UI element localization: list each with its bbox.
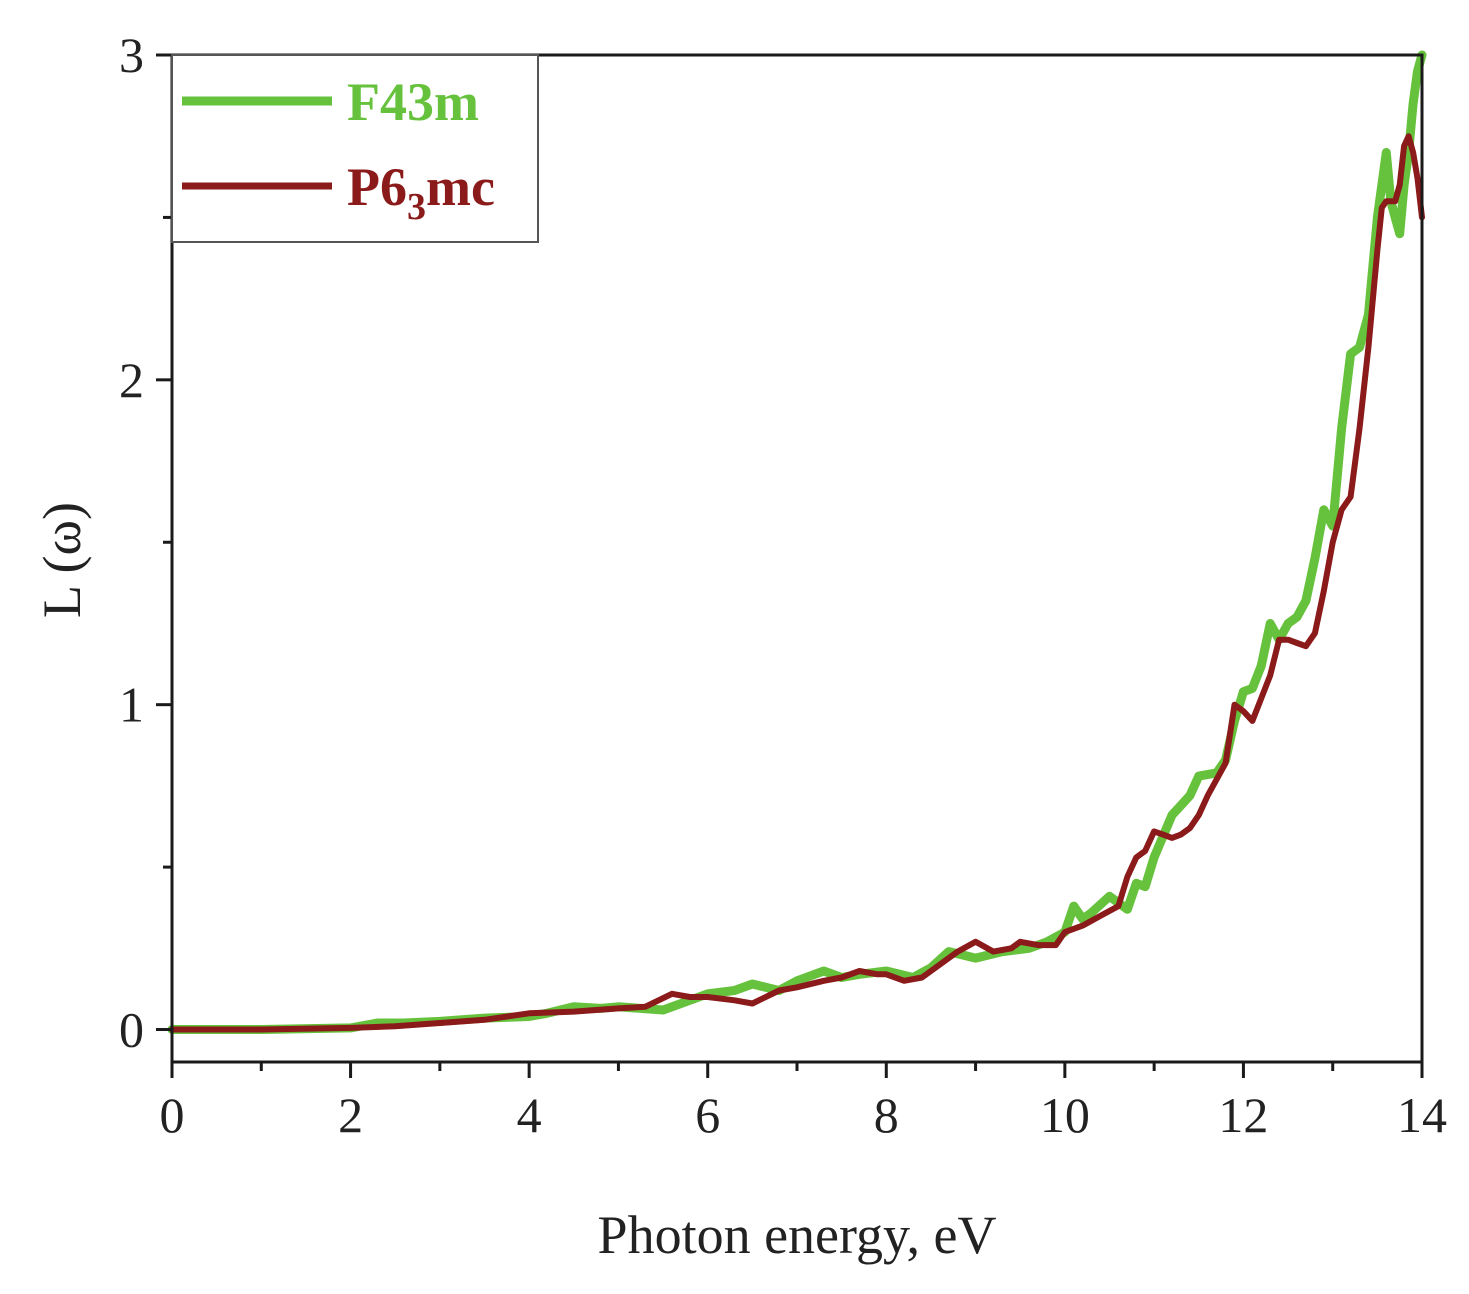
y-tick-label: 0 [119,1002,144,1058]
legend: F43m P63mc [171,54,539,243]
x-tick-label: 8 [874,1087,899,1143]
legend-label-p63mc: P63mc [347,157,495,228]
x-tick-label: 0 [160,1087,185,1143]
x-tick-label: 2 [338,1087,363,1143]
x-tick-label: 10 [1040,1087,1090,1143]
y-tick-label: 2 [119,352,144,408]
y-tick-label: 3 [119,27,144,83]
legend-label-p63mc-main: P6 [347,157,407,217]
x-tick-label: 12 [1218,1087,1268,1143]
series-line-p63mc [169,133,1425,1033]
y-tick-label: 1 [119,677,144,733]
x-tick-label: 14 [1397,1087,1447,1143]
legend-label-f43m: F43m [347,72,479,132]
legend-label-p63mc-subscript: 3 [407,186,426,228]
x-axis-label: Photon energy, eV [598,1205,997,1265]
x-tick-label: 6 [695,1087,720,1143]
y-axis-ticks: 0 1 2 3 [119,27,172,1058]
x-tick-label: 4 [517,1087,542,1143]
legend-box [171,54,539,243]
legend-label-p63mc-suffix: mc [426,157,495,217]
series-line-f43m [167,50,1427,1034]
series-layer [167,50,1427,1034]
y-axis-label: L (ω) [32,502,92,618]
x-axis-ticks: 0 2 4 6 8 10 12 14 [160,1062,1447,1143]
